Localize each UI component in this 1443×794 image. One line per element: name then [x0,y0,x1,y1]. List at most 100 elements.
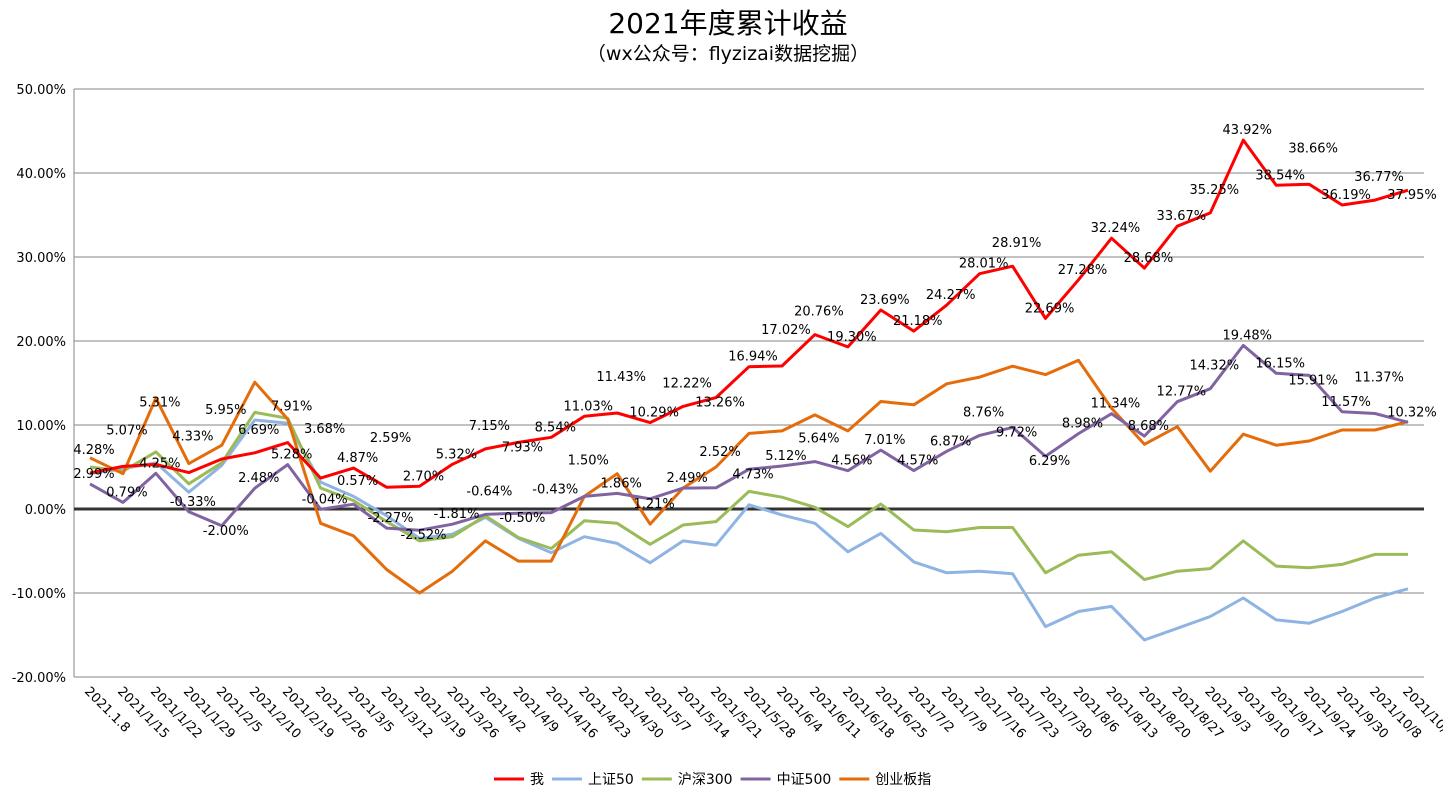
data-label: 27.28% [1058,263,1108,278]
y-tick-label: 50.00% [16,83,66,98]
data-label: 1.21% [633,497,674,512]
data-label: 8.98% [1062,417,1103,432]
data-label: -2.00% [203,524,249,539]
data-label: -0.04% [302,492,348,507]
legend-label: 创业板指 [875,772,931,788]
data-label: 5.64% [798,432,839,447]
data-label: 28.91% [992,236,1042,251]
data-label: 22.69% [1025,301,1075,316]
data-label: 4.33% [172,430,213,445]
data-label: 11.37% [1354,370,1404,385]
data-label: 2.59% [370,431,411,446]
data-label: 7.01% [864,433,905,448]
data-label: -0.64% [466,484,512,499]
legend-item: 创业板指 [839,772,931,788]
y-tick-label: 20.00% [16,335,66,350]
data-label: 0.57% [337,474,378,489]
data-label: 5.32% [436,447,477,462]
data-label: 4.25% [139,456,180,471]
data-label: 2.49% [666,471,707,486]
data-label: 11.57% [1321,395,1371,410]
data-label: 2.48% [238,471,279,486]
y-tick-label: 30.00% [16,251,66,266]
data-label: 10.29% [629,406,679,421]
series-line-我 [89,138,1409,489]
data-label: 37.95% [1387,188,1437,203]
x-axis-ticks: 2021.1.82021/1/152021/1/222021/1/292021/… [81,684,1443,748]
legend-item: 中证500 [740,772,832,788]
data-label: 19.48% [1222,328,1272,343]
gridlines [73,88,1424,678]
legend: 我 上证50 沪深300 中证500 创业板指 [494,772,931,788]
data-label: 5.31% [139,395,180,410]
legend-label: 中证500 [777,772,832,788]
data-label: 38.66% [1288,141,1338,156]
data-label: 4.57% [897,454,938,469]
data-label: 2.70% [403,469,444,484]
data-label: 17.02% [761,323,811,338]
data-label: 7.15% [469,419,510,434]
data-label: 6.29% [1029,454,1070,469]
data-label: 36.77% [1354,170,1404,185]
y-tick-label: -10.00% [12,587,66,602]
data-label: 36.19% [1321,188,1371,203]
data-label: 7.93% [502,440,543,455]
data-label: 15.91% [1288,373,1338,388]
data-label: 1.86% [601,476,642,491]
data-label: 4.73% [732,467,773,482]
data-label: 32.24% [1091,221,1141,236]
series-lines [89,138,1409,642]
data-label: 7.91% [271,400,312,415]
y-tick-label: 10.00% [16,419,66,434]
y-tick-label: -20.00% [12,671,66,686]
data-label: 5.95% [205,403,246,418]
data-label: 5.07% [106,423,147,438]
data-label: 24.27% [926,288,976,303]
legend-label: 上证50 [588,772,634,788]
data-label: -0.33% [170,495,216,510]
legend-item: 上证50 [552,772,634,788]
data-label: 11.43% [596,370,646,385]
data-label: -1.81% [433,507,479,522]
data-label: 8.76% [963,405,1004,420]
data-label: 11.03% [563,399,613,414]
data-label: 16.15% [1255,356,1305,371]
y-tick-label: 0.00% [25,503,66,518]
data-label: 2.99% [73,467,114,482]
y-tick-label: 40.00% [16,167,66,182]
y-axis-ticks: -20.00% -10.00% 0.00% 10.00% 20.00% 30.00% 40.… [12,83,66,686]
legend-item: 沪深300 [641,772,733,788]
data-label: 20.76% [794,305,844,320]
data-label: 6.69% [238,423,279,438]
data-label: 28.01% [959,257,1009,272]
data-label: 2.52% [699,445,740,460]
data-label: -2.27% [368,511,414,526]
chart-subtitle: （wx公众号：flyzizai数据挖掘） [587,43,869,65]
series-line-沪深300 [89,410,1408,582]
data-label: 4.56% [831,454,872,469]
data-label: 12.77% [1157,385,1207,400]
legend-label: 沪深300 [678,772,733,788]
data-label: 28.68% [1124,251,1174,266]
data-label: 13.26% [695,396,745,411]
legend-item: 我 [494,772,544,788]
data-label: 5.28% [271,448,312,463]
series-line-创业板指 [89,358,1409,595]
data-label: 21.18% [893,314,943,329]
data-label: -2.52% [401,528,447,543]
data-label: 9.72% [996,425,1037,440]
data-label: 14.32% [1190,359,1240,374]
data-label: 8.68% [1128,419,1169,434]
data-label: 6.87% [930,434,971,449]
series-line-中证500 [89,343,1409,532]
data-label: 1.50% [568,453,609,468]
data-label: 5.12% [765,449,806,464]
data-label: -0.43% [532,483,578,498]
legend-label: 我 [530,772,544,788]
data-label: 38.54% [1255,168,1305,183]
data-label: 4.87% [337,451,378,466]
chart-title: 2021年度累计收益 [608,7,847,40]
data-label: 10.32% [1387,405,1437,420]
data-label: 3.68% [304,422,345,437]
